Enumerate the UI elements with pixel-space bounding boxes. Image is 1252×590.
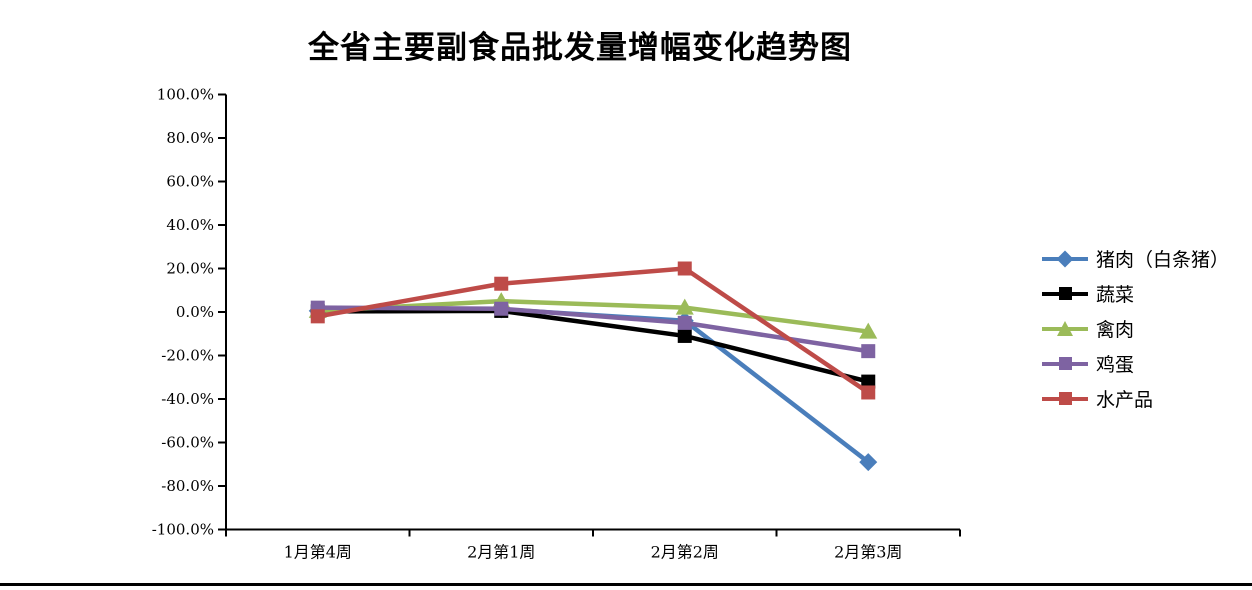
square-icon <box>1059 286 1072 300</box>
x-category-label: 2月第1周 <box>467 543 535 562</box>
y-tick-label: -100.0% <box>152 521 214 539</box>
legend-label: 鸡蛋 <box>1096 354 1135 376</box>
y-tick-label: -80.0% <box>161 477 214 495</box>
y-tick-label: 100.0% <box>157 86 214 104</box>
square-icon <box>1059 356 1072 370</box>
chart-title: 全省主要副食品批发量增幅变化趋势图 <box>308 30 852 66</box>
page-bottom-rule <box>0 583 1252 586</box>
square-legend-swatch <box>1042 285 1088 303</box>
square-marker <box>310 309 325 324</box>
diamond-icon <box>1056 250 1074 267</box>
legend-item-1: 蔬菜 <box>1042 276 1229 311</box>
square-legend-swatch <box>1042 355 1088 373</box>
legend-label: 猪肉（白条猪） <box>1096 249 1230 271</box>
y-tick-label: -60.0% <box>161 434 214 452</box>
legend-item-0: 猪肉（白条猪） <box>1042 241 1229 276</box>
legend-item-2: 禽肉 <box>1042 311 1229 346</box>
square-marker <box>677 261 692 276</box>
triangle-marker <box>859 322 878 339</box>
square-marker <box>861 385 876 400</box>
y-tick-label: 20.0% <box>166 260 214 278</box>
square-marker <box>494 276 509 291</box>
triangle-legend-swatch <box>1042 320 1088 338</box>
triangle-marker <box>675 298 694 315</box>
series-0 <box>308 300 878 472</box>
series-4 <box>310 261 876 400</box>
square-marker <box>861 374 876 389</box>
y-tick-label: 0.0% <box>176 303 214 321</box>
square-icon <box>1059 391 1072 405</box>
axes: 100.0% 80.0% 60.0% 40.0% 20.0% 0.0% -20.0% -40.… <box>152 86 961 539</box>
series-3 <box>310 300 876 359</box>
square-marker <box>861 344 876 359</box>
y-tick-label: 80.0% <box>166 129 214 147</box>
y-tick-label: 60.0% <box>166 173 214 191</box>
legend-item-4: 水产品 <box>1042 381 1229 416</box>
y-tick-label: -40.0% <box>161 390 214 408</box>
diamond-legend-swatch <box>1042 250 1088 268</box>
square-marker <box>677 328 692 343</box>
legend-label: 蔬菜 <box>1096 284 1135 306</box>
x-category-label: 2月第2周 <box>651 543 719 562</box>
diamond-marker <box>859 453 878 472</box>
legend-label: 禽肉 <box>1096 319 1135 341</box>
square-marker <box>494 301 509 316</box>
chart-legend: 猪肉（白条猪） 蔬菜禽肉鸡蛋水产品 <box>1042 241 1229 416</box>
legend-item-3: 鸡蛋 <box>1042 346 1229 381</box>
y-tick-label: 40.0% <box>166 216 214 234</box>
x-category-label: 2月第3周 <box>834 543 902 562</box>
triangle-icon <box>1057 320 1073 336</box>
square-legend-swatch <box>1042 390 1088 408</box>
x-category-label: 1月第4周 <box>284 543 352 562</box>
square-marker <box>677 315 692 330</box>
legend-label: 水产品 <box>1096 389 1154 411</box>
y-tick-label: -20.0% <box>161 347 214 365</box>
